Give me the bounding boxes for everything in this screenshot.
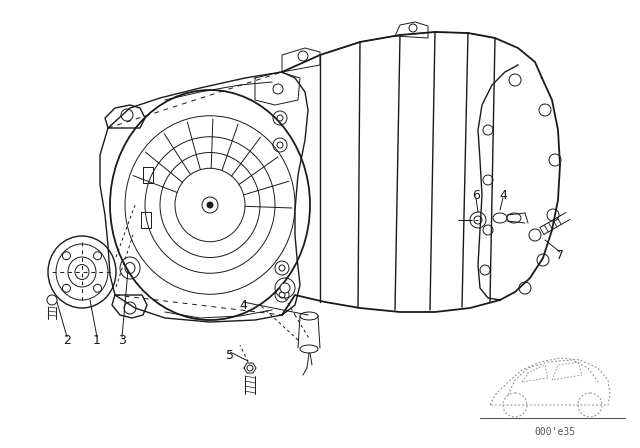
Text: 2: 2 bbox=[63, 333, 71, 346]
Circle shape bbox=[529, 229, 541, 241]
Text: 4: 4 bbox=[499, 189, 507, 202]
Circle shape bbox=[93, 284, 102, 292]
Text: 5: 5 bbox=[226, 349, 234, 362]
Circle shape bbox=[279, 292, 285, 298]
Circle shape bbox=[93, 252, 102, 260]
Circle shape bbox=[279, 265, 285, 271]
Text: 1: 1 bbox=[93, 333, 101, 346]
Text: 4: 4 bbox=[239, 298, 247, 311]
Circle shape bbox=[277, 142, 283, 148]
Text: 000'e35: 000'e35 bbox=[534, 427, 575, 437]
Text: 7: 7 bbox=[556, 249, 564, 262]
Circle shape bbox=[280, 283, 290, 293]
Text: 6: 6 bbox=[472, 189, 480, 202]
Text: 3: 3 bbox=[118, 333, 126, 346]
Circle shape bbox=[63, 284, 70, 292]
Circle shape bbox=[47, 295, 57, 305]
Circle shape bbox=[207, 202, 213, 208]
Circle shape bbox=[277, 115, 283, 121]
Circle shape bbox=[63, 252, 70, 260]
Circle shape bbox=[247, 365, 253, 371]
